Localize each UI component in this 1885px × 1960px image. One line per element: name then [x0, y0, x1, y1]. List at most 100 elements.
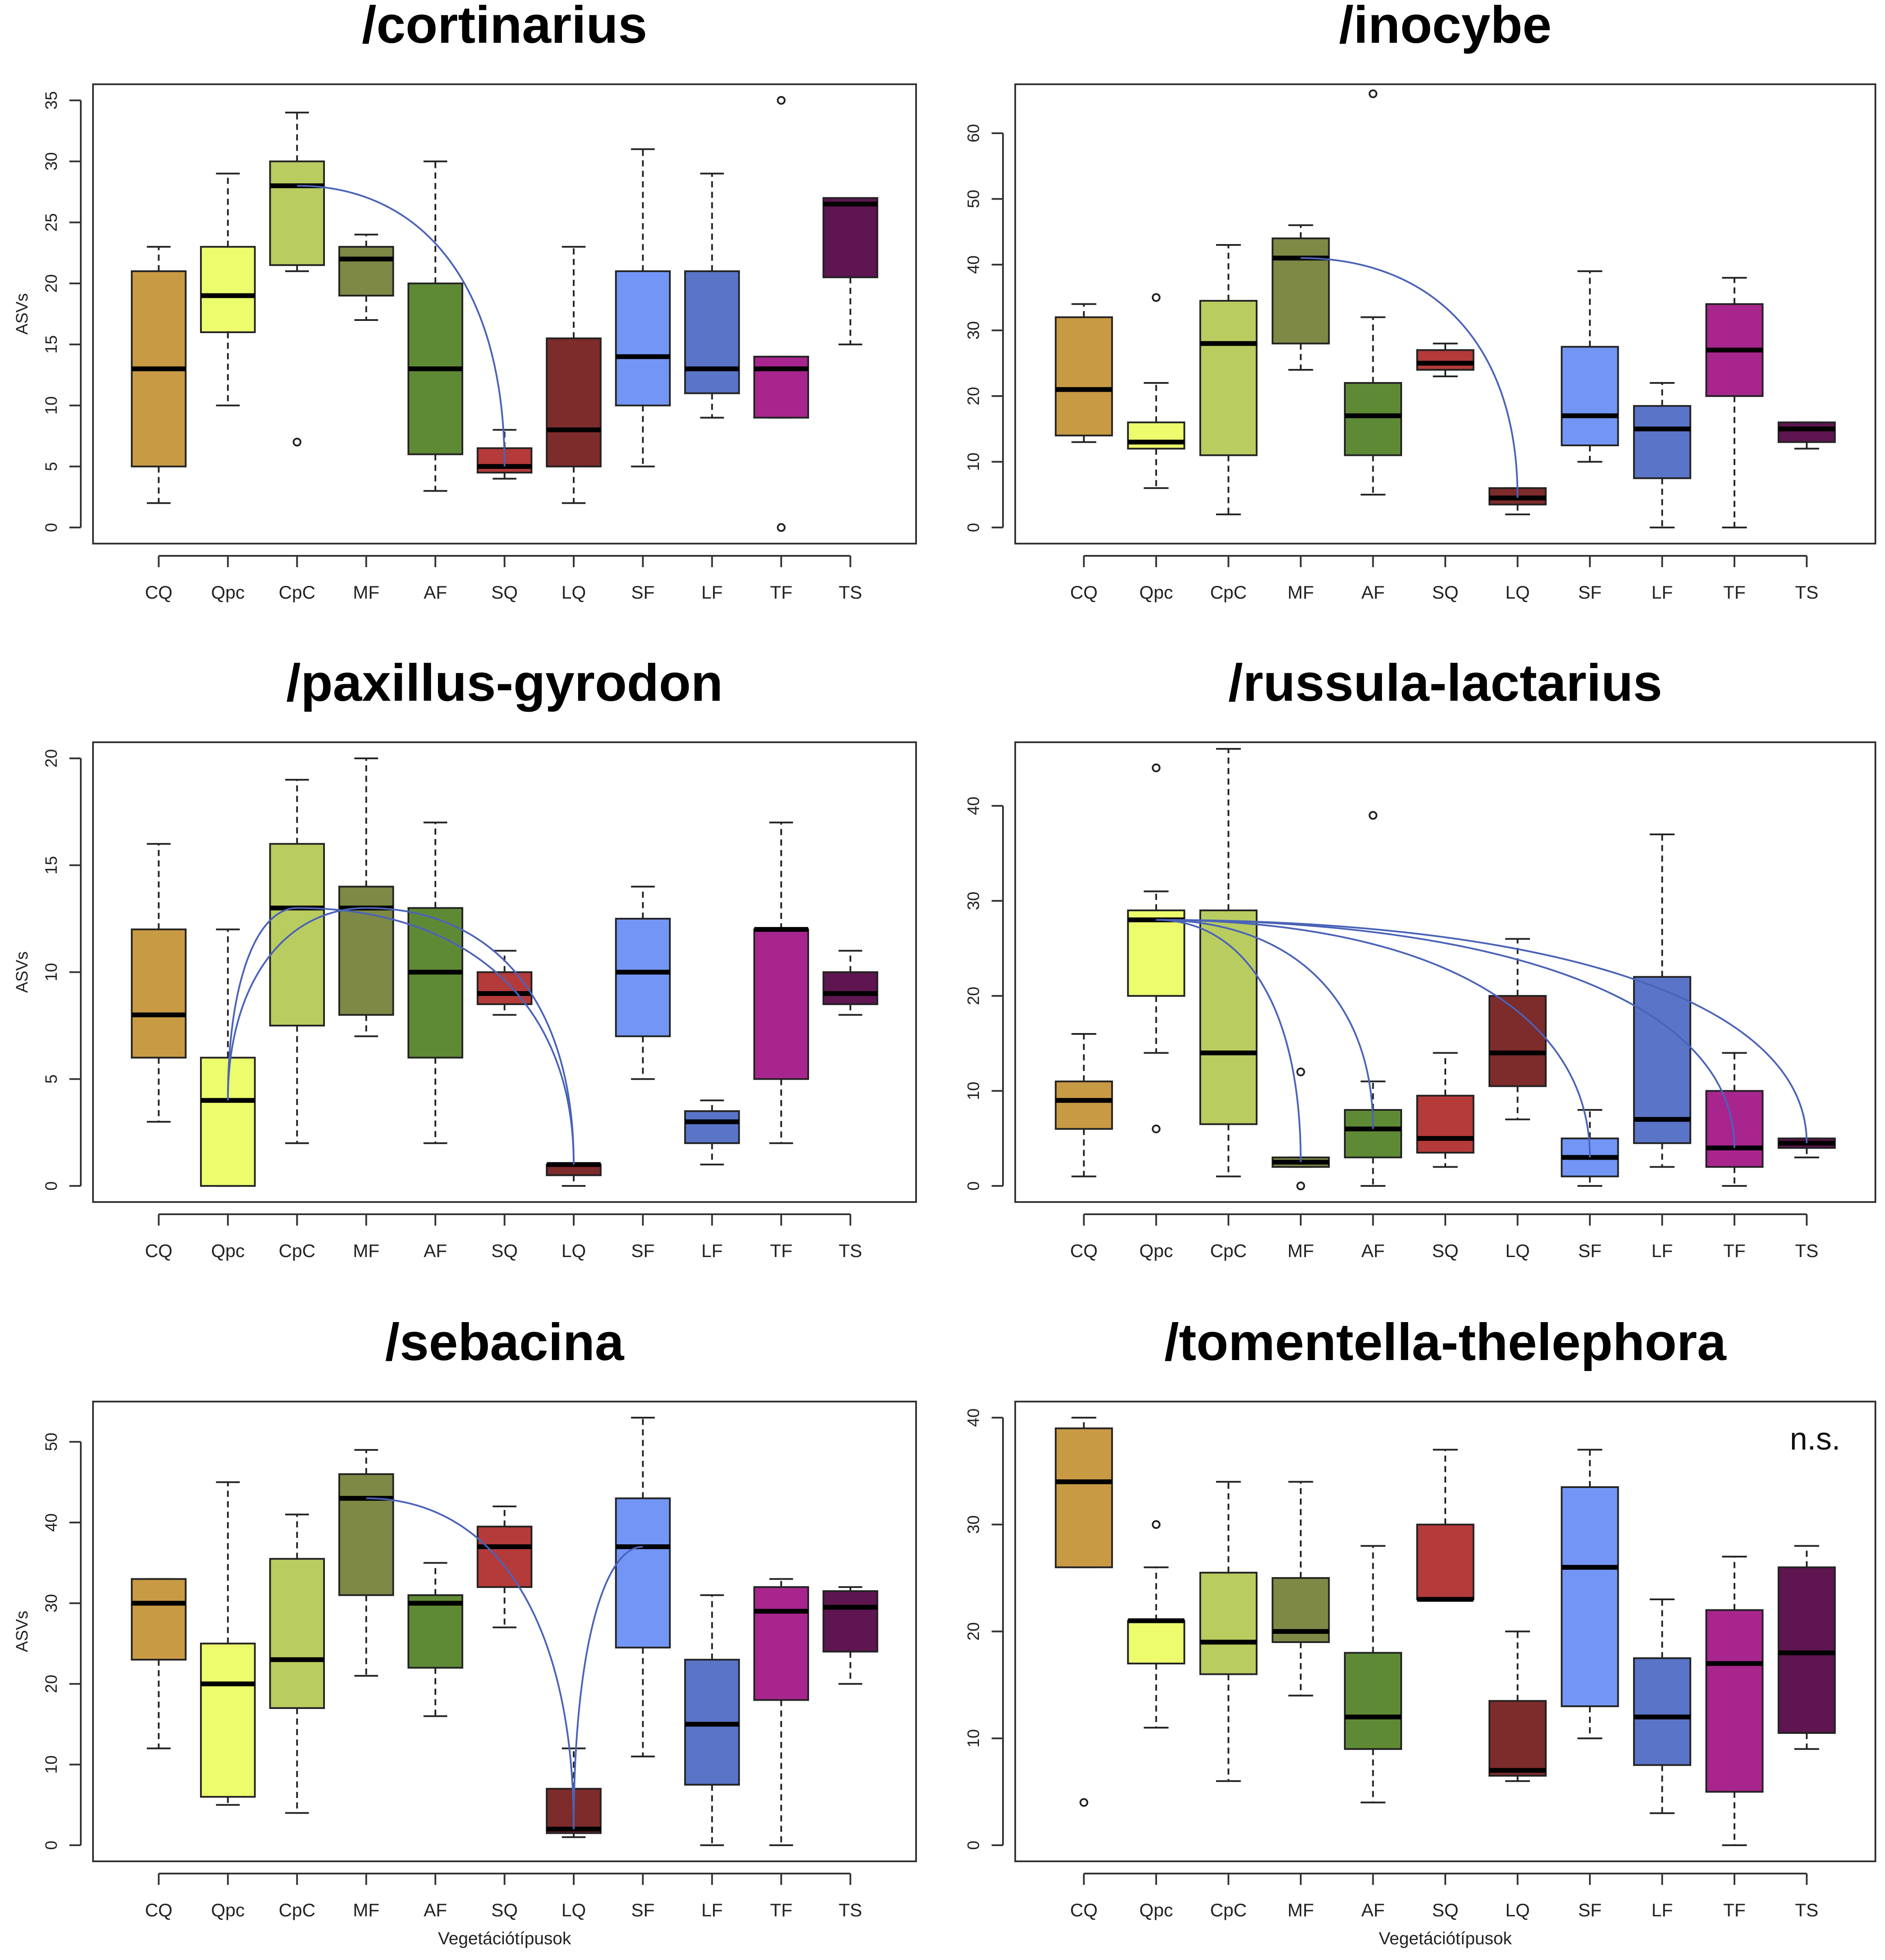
x-tick-label: TF: [1723, 1240, 1746, 1261]
box-iqr: [1054, 1080, 1113, 1130]
x-tick-label: CQ: [1070, 1900, 1098, 1920]
box-SF: [1561, 270, 1619, 463]
box-TS: [1778, 421, 1836, 450]
outlier-point: [1151, 1520, 1161, 1529]
outlier-point: [1151, 763, 1161, 772]
box-iqr: [1778, 1566, 1836, 1734]
x-tick-label: LF: [1651, 582, 1673, 603]
box-iqr: [200, 246, 256, 333]
box-TF: [1705, 1052, 1764, 1187]
x-tick-label: CpC: [279, 1240, 315, 1261]
x-tick-label: SF: [1578, 582, 1602, 603]
box-Qpc: [1127, 1520, 1185, 1729]
box-Qpc: [1127, 763, 1185, 1133]
x-tick-label: CQ: [145, 1900, 172, 1920]
y-tick-label: 20: [965, 1622, 983, 1640]
box-iqr: [1127, 1620, 1185, 1664]
y-tick-label: 10: [42, 963, 61, 981]
panel-title: /sebacina: [385, 1313, 624, 1371]
box-iqr: [1633, 1657, 1692, 1766]
box-LF: [1633, 833, 1692, 1168]
y-tick-label: 10: [965, 1729, 983, 1747]
x-tick-label: TS: [1795, 1900, 1819, 1920]
y-tick-label: 20: [42, 274, 61, 293]
y-tick-label: 30: [42, 152, 61, 170]
y-tick-label: 0: [965, 1841, 983, 1850]
x-tick-label: MF: [1288, 1900, 1314, 1920]
significance-link: [1156, 919, 1302, 1162]
box-CQ: [1054, 1416, 1113, 1807]
box-iqr: [1054, 1427, 1113, 1568]
outlier-point: [1296, 1182, 1305, 1191]
x-tick-label: MF: [1288, 582, 1314, 603]
outlier-point: [1151, 1124, 1161, 1133]
x-tick-label: SF: [631, 1900, 655, 1920]
box-TF: [753, 821, 809, 1144]
x-tick-label: MF: [353, 1240, 379, 1261]
box-SF: [615, 148, 671, 468]
significance-link: [1300, 257, 1519, 498]
significance-link: [1156, 919, 1808, 1144]
box-iqr: [338, 246, 394, 297]
box-SQ: [1416, 342, 1475, 377]
box-Qpc: [1127, 293, 1185, 489]
y-tick-label: 35: [42, 91, 61, 110]
box-TF: [753, 96, 809, 532]
x-tick-label: Qpc: [211, 1240, 245, 1261]
y-tick-label: 20: [965, 387, 983, 405]
panel-inocybe: /inocybe 0 10 20 30 40 50 60 CQ Qpc CpC MF AF SQ LQ SF L…: [965, 0, 1876, 603]
plot-frame: [1014, 83, 1876, 544]
x-tick-label: AF: [424, 1240, 447, 1261]
annotation-ns: n.s.: [1790, 1422, 1840, 1457]
y-tick-label: 10: [42, 396, 61, 415]
box-AF: [1344, 811, 1403, 1187]
box-LQ: [546, 246, 602, 504]
y-tick-label: 5: [42, 1075, 61, 1084]
box-iqr: [1344, 1652, 1403, 1750]
box-iqr: [615, 270, 671, 406]
box-CQ: [1054, 303, 1113, 443]
x-tick-label: SF: [1578, 1240, 1602, 1261]
y-tick-label: 10: [965, 453, 983, 471]
box-AF: [407, 160, 463, 492]
x-tick-label: Qpc: [1139, 1900, 1173, 1920]
box-iqr: [1199, 909, 1258, 1125]
plot-frame: [92, 83, 917, 544]
box-iqr: [1488, 1700, 1547, 1777]
y-tick-label: 40: [965, 255, 983, 274]
significance-link: [366, 1497, 575, 1829]
y-tick-label: 50: [42, 1433, 61, 1451]
significance-link: [572, 1546, 643, 1829]
box-iqr: [822, 971, 879, 1005]
x-tick-label: SQ: [491, 582, 518, 603]
x-axis-label: Vegetációtípusok: [1379, 1929, 1513, 1948]
box-iqr: [1127, 909, 1185, 997]
box-LF: [684, 1594, 740, 1846]
box-AF: [407, 1562, 463, 1717]
x-tick-label: CpC: [1210, 1240, 1247, 1261]
box-CpC: [1199, 1481, 1258, 1782]
significance-link: [227, 907, 366, 1101]
x-tick-label: SF: [631, 582, 655, 603]
box-TS: [822, 197, 879, 345]
plot-frame: [1014, 741, 1876, 1203]
box-iqr: [1705, 1609, 1764, 1793]
y-tick-label: 30: [965, 1516, 983, 1534]
box-iqr: [546, 337, 602, 468]
x-tick-label: TS: [839, 1240, 862, 1261]
box-iqr: [1488, 995, 1547, 1087]
x-tick-label: TF: [1723, 1900, 1746, 1920]
box-iqr: [476, 971, 533, 1005]
x-tick-label: Qpc: [211, 1900, 245, 1920]
x-tick-label: LQ: [1506, 1900, 1530, 1920]
y-tick-label: 30: [965, 892, 983, 910]
box-iqr: [1416, 1523, 1475, 1601]
y-tick-label: 10: [965, 1082, 983, 1100]
box-TF: [753, 1578, 809, 1846]
panel-title: /russula-lactarius: [1228, 654, 1662, 712]
x-tick-label: LQ: [562, 582, 586, 603]
outlier-point: [1368, 811, 1378, 820]
box-iqr: [269, 843, 325, 1027]
x-tick-label: TF: [770, 1240, 792, 1261]
box-iqr: [1199, 300, 1258, 456]
